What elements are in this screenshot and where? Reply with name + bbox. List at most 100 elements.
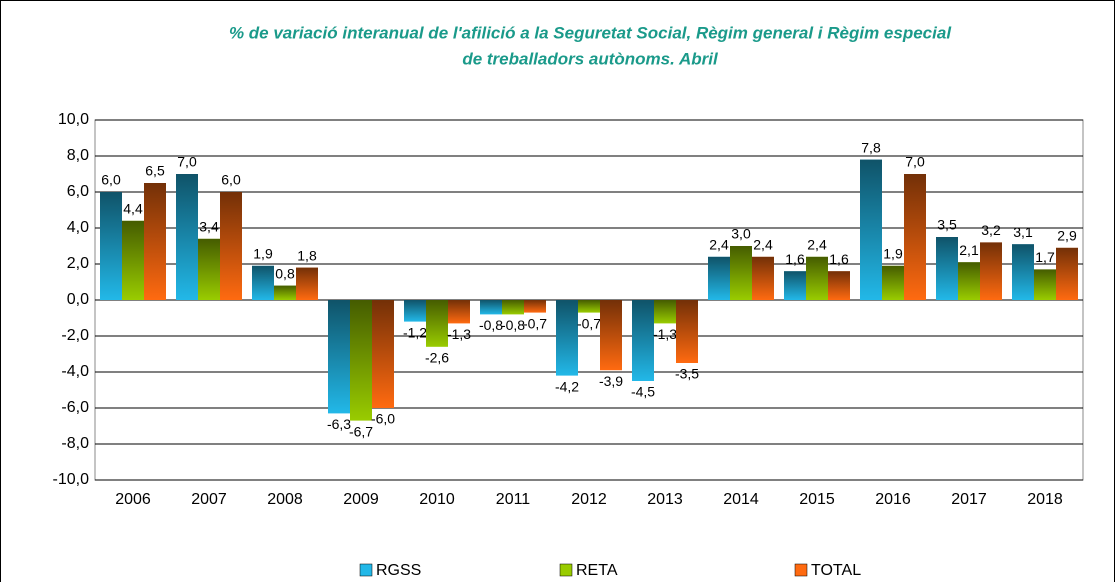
x-tick-label: 2009 xyxy=(343,491,379,508)
bar-shade xyxy=(176,174,198,300)
data-label: 2,1 xyxy=(959,242,979,258)
data-label: 0,8 xyxy=(275,265,295,281)
bar-shade xyxy=(676,300,698,363)
data-label: 2,4 xyxy=(753,237,773,253)
bar-shade xyxy=(752,256,774,300)
bar-shade xyxy=(448,300,470,324)
data-label: 7,8 xyxy=(861,139,881,155)
y-tick-label: -2,0 xyxy=(61,327,89,344)
data-label: -6,0 xyxy=(371,411,395,427)
data-label: 3,4 xyxy=(199,219,219,235)
bar-shade xyxy=(860,159,882,300)
data-label: 1,8 xyxy=(297,247,317,263)
x-tick-label: 2012 xyxy=(571,491,607,508)
legend-label: TOTAL xyxy=(811,562,861,579)
data-label: -1,3 xyxy=(653,326,677,342)
data-label: 1,9 xyxy=(253,246,273,262)
data-label: 1,7 xyxy=(1035,249,1055,265)
bar-shade xyxy=(404,300,426,322)
y-tick-label: 4,0 xyxy=(67,219,89,236)
data-label: 6,0 xyxy=(101,172,121,188)
bar-shade xyxy=(1034,269,1056,300)
x-tick-label: 2017 xyxy=(951,491,987,508)
legend-label: RGSS xyxy=(376,562,421,579)
bar-shade xyxy=(958,262,980,300)
bar-shade xyxy=(480,300,502,315)
x-tick-label: 2014 xyxy=(723,491,759,508)
data-label: -2,6 xyxy=(425,350,449,366)
legend-swatch xyxy=(559,563,573,577)
data-label: -0,7 xyxy=(523,315,547,331)
x-tick-label: 2010 xyxy=(419,491,455,508)
y-tick-label: -10,0 xyxy=(53,471,90,488)
legend-swatch xyxy=(794,563,808,577)
x-tick-label: 2016 xyxy=(875,491,911,508)
data-label: 3,1 xyxy=(1013,224,1033,240)
bar-shade xyxy=(578,300,600,313)
y-tick-label: 10,0 xyxy=(58,111,89,128)
y-tick-label: 8,0 xyxy=(67,147,89,164)
data-label: -0,8 xyxy=(501,317,525,333)
data-label: 3,5 xyxy=(937,217,957,233)
bar-shade xyxy=(730,246,752,300)
bar-shade xyxy=(220,192,242,300)
legend-swatch xyxy=(359,563,373,577)
data-label: 7,0 xyxy=(177,154,197,170)
bar-shade xyxy=(556,300,578,376)
y-tick-label: 2,0 xyxy=(67,255,89,272)
bar-shade xyxy=(144,183,166,300)
bar-shade xyxy=(904,174,926,300)
bar-shade xyxy=(784,271,806,300)
data-label: 4,4 xyxy=(123,201,143,217)
bar-shade xyxy=(350,300,372,421)
bar-shade xyxy=(426,300,448,347)
y-tick-label: -6,0 xyxy=(61,399,89,416)
bar-shade xyxy=(1012,244,1034,300)
bar-shade xyxy=(198,238,220,300)
bar-shade xyxy=(828,271,850,300)
data-label: 2,4 xyxy=(709,237,729,253)
data-label: 7,0 xyxy=(905,154,925,170)
data-label: 3,2 xyxy=(981,222,1001,238)
y-tick-label: -4,0 xyxy=(61,363,89,380)
x-tick-label: 2015 xyxy=(799,491,835,508)
bar-shade xyxy=(524,300,546,313)
data-label: -6,7 xyxy=(349,423,373,439)
chart-title: % de variació interanual de l'afilició a… xyxy=(229,23,952,42)
y-tick-label: 0,0 xyxy=(67,291,89,308)
data-label: -0,8 xyxy=(479,317,503,333)
data-label: -6,3 xyxy=(327,416,351,432)
bar-shade xyxy=(274,285,296,300)
data-label: -4,5 xyxy=(631,384,655,400)
bar-shade xyxy=(296,267,318,300)
data-label: -4,2 xyxy=(555,378,579,394)
data-label: -3,9 xyxy=(599,373,623,389)
data-label: 2,9 xyxy=(1057,228,1077,244)
y-tick-label: -8,0 xyxy=(61,435,89,452)
bar-shade xyxy=(1056,247,1078,300)
x-tick-label: 2013 xyxy=(647,491,683,508)
bar-shade xyxy=(252,265,274,300)
bar-shade xyxy=(600,300,622,371)
x-tick-label: 2008 xyxy=(267,491,303,508)
chart-title: de treballadors autònoms. Abril xyxy=(462,49,719,68)
y-tick-label: 6,0 xyxy=(67,183,89,200)
bar-shade xyxy=(882,265,904,300)
data-label: 1,9 xyxy=(883,246,903,262)
x-tick-label: 2011 xyxy=(496,491,531,508)
bar-shade xyxy=(980,242,1002,300)
bar-shade xyxy=(122,220,144,300)
x-tick-label: 2018 xyxy=(1027,491,1063,508)
data-label: -0,7 xyxy=(577,315,601,331)
bar-shade xyxy=(328,300,350,414)
bar-shade xyxy=(806,256,828,300)
data-label: 6,5 xyxy=(145,163,165,179)
bar-shade xyxy=(708,256,730,300)
data-label: 1,6 xyxy=(829,251,849,267)
data-label: 3,0 xyxy=(731,226,751,242)
bar-shade xyxy=(502,300,524,315)
data-label: 6,0 xyxy=(221,172,241,188)
bar-shade xyxy=(100,192,122,300)
legend-label: RETA xyxy=(576,562,618,579)
data-label: -1,2 xyxy=(403,324,427,340)
